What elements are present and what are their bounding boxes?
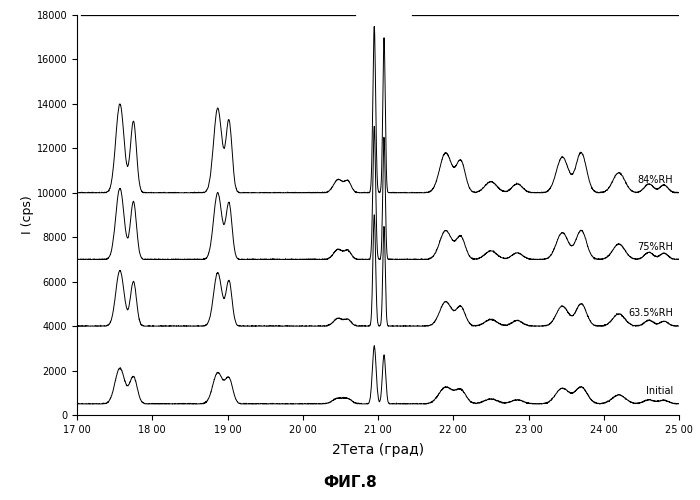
Text: 75%RH: 75%RH (637, 242, 673, 252)
Text: ФИГ.8: ФИГ.8 (323, 475, 377, 490)
Text: Initial: Initial (645, 386, 673, 396)
Text: 84%RH: 84%RH (638, 175, 673, 185)
X-axis label: 2Тета (град): 2Тета (град) (332, 443, 424, 457)
Text: 63.5%RH: 63.5%RH (628, 308, 673, 318)
Y-axis label: I (cps): I (cps) (21, 196, 34, 234)
